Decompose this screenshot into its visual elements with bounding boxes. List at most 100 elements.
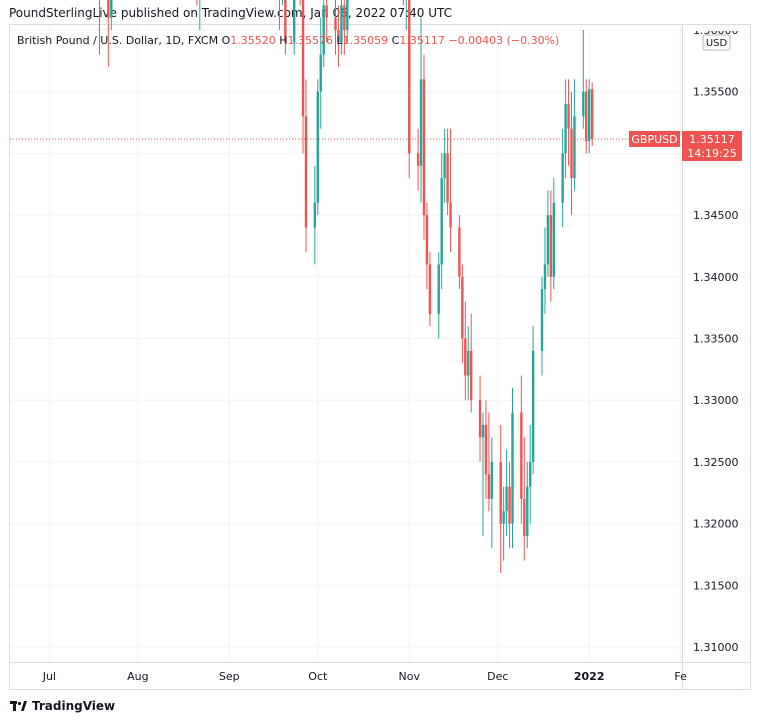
- candle-body: [301, 0, 305, 117]
- candle-body: [313, 202, 317, 228]
- candle-up: [526, 461, 529, 549]
- candle-body: [531, 350, 535, 462]
- candle-up: [588, 79, 591, 154]
- symbol-description: British Pound / U.S. Dollar, 1D, FXCM: [17, 34, 219, 47]
- price-tick-label: 1.33000: [693, 394, 739, 407]
- candle-body: [343, 5, 346, 30]
- candle-body: [425, 215, 429, 265]
- candle-body: [511, 412, 514, 524]
- candle-body: [325, 5, 328, 18]
- candle-body: [334, 17, 337, 30]
- candle-body: [564, 104, 567, 154]
- candle-down: [425, 202, 429, 290]
- candle-body: [446, 153, 449, 203]
- candle-down: [461, 264, 464, 364]
- candle-down: [478, 375, 482, 462]
- candle-down: [408, 0, 411, 179]
- candle-body: [419, 79, 423, 166]
- candle-body: [408, 0, 411, 154]
- candle-body: [437, 264, 440, 314]
- candle-up: [502, 486, 505, 561]
- candle-up: [543, 227, 547, 314]
- candle-up: [481, 412, 485, 536]
- candle-body: [505, 486, 508, 512]
- currency-badge-label: USD: [706, 38, 728, 49]
- candle-body: [428, 264, 432, 314]
- candle-body: [284, 0, 287, 43]
- candle-up: [340, 0, 343, 55]
- candle-body: [582, 91, 585, 117]
- candle-body: [461, 276, 464, 339]
- candle-down: [549, 190, 553, 302]
- candle-body: [520, 412, 523, 499]
- candle-down: [520, 375, 523, 524]
- candle-down: [585, 79, 588, 154]
- candle-body: [470, 350, 473, 401]
- price-tick-label: 1.34000: [693, 271, 739, 284]
- candle-down: [334, 0, 337, 55]
- candle-body: [467, 350, 470, 376]
- price-tick-label: 1.34500: [693, 209, 739, 222]
- tradingview-footer[interactable]: TradingView: [10, 699, 115, 713]
- candle-body: [464, 338, 467, 376]
- time-axis[interactable]: Jul Aug Sep Oct Nov Dec 2022 Fe: [10, 662, 750, 684]
- candle-body: [443, 153, 446, 179]
- candle-body: [340, 5, 343, 43]
- candle-body: [585, 91, 588, 142]
- time-tick-label: Oct: [308, 670, 328, 683]
- candle-down: [422, 54, 426, 240]
- time-tick-label: Sep: [219, 670, 240, 683]
- price-tick-label: 1.33500: [693, 333, 739, 346]
- candle-down: [458, 215, 461, 290]
- candle-body: [588, 89, 591, 142]
- high-label: H: [279, 34, 288, 47]
- candle-up: [564, 79, 567, 179]
- price-tag-countdown: 14:19:25: [687, 147, 736, 160]
- candle-down: [428, 252, 432, 327]
- time-tick-label: Dec: [487, 670, 508, 683]
- candle-up: [281, 0, 283, 6]
- candle-body: [481, 424, 485, 438]
- candle-up: [561, 128, 564, 228]
- currency-badge: USD: [702, 34, 731, 51]
- candle-up: [540, 276, 544, 376]
- candle-body: [107, 0, 110, 18]
- candle-up: [313, 165, 317, 265]
- candle-down: [567, 79, 570, 166]
- candle-body: [304, 116, 308, 228]
- price-axis[interactable]: 1.410001.405001.400001.395001.390001.385…: [682, 0, 750, 689]
- candle-body: [570, 128, 573, 179]
- candle-body: [499, 461, 502, 524]
- candle-up: [419, 17, 423, 203]
- symbol-tag: GBPUSD: [629, 130, 680, 147]
- candle-up: [322, 0, 325, 68]
- candle-body: [316, 91, 319, 203]
- candle-body: [523, 498, 526, 536]
- time-tick-label: 2022: [574, 670, 605, 683]
- close-value: 1.35117: [399, 34, 445, 47]
- candle-down: [487, 412, 491, 512]
- price-tag-box: [682, 130, 742, 161]
- candle-body: [478, 400, 482, 438]
- candle-up: [573, 79, 576, 191]
- candle-body: [526, 486, 529, 536]
- grid-lines: [10, 25, 682, 662]
- candle-down: [325, 0, 328, 43]
- candle-up: [316, 79, 319, 216]
- candle-body: [508, 486, 511, 524]
- candle-body: [337, 30, 340, 43]
- low-value: 1.35059: [342, 34, 389, 47]
- candle-down: [278, 0, 280, 30]
- candle-body: [529, 461, 532, 487]
- candle-down: [499, 424, 502, 573]
- candle-body: [502, 511, 505, 524]
- candle-body: [484, 424, 488, 475]
- candle-body: [440, 178, 443, 265]
- candle-up: [546, 190, 550, 277]
- candle-up: [505, 449, 508, 536]
- candle-body: [590, 89, 594, 139]
- time-tick-label: Nov: [399, 670, 421, 683]
- candle-up: [531, 326, 535, 475]
